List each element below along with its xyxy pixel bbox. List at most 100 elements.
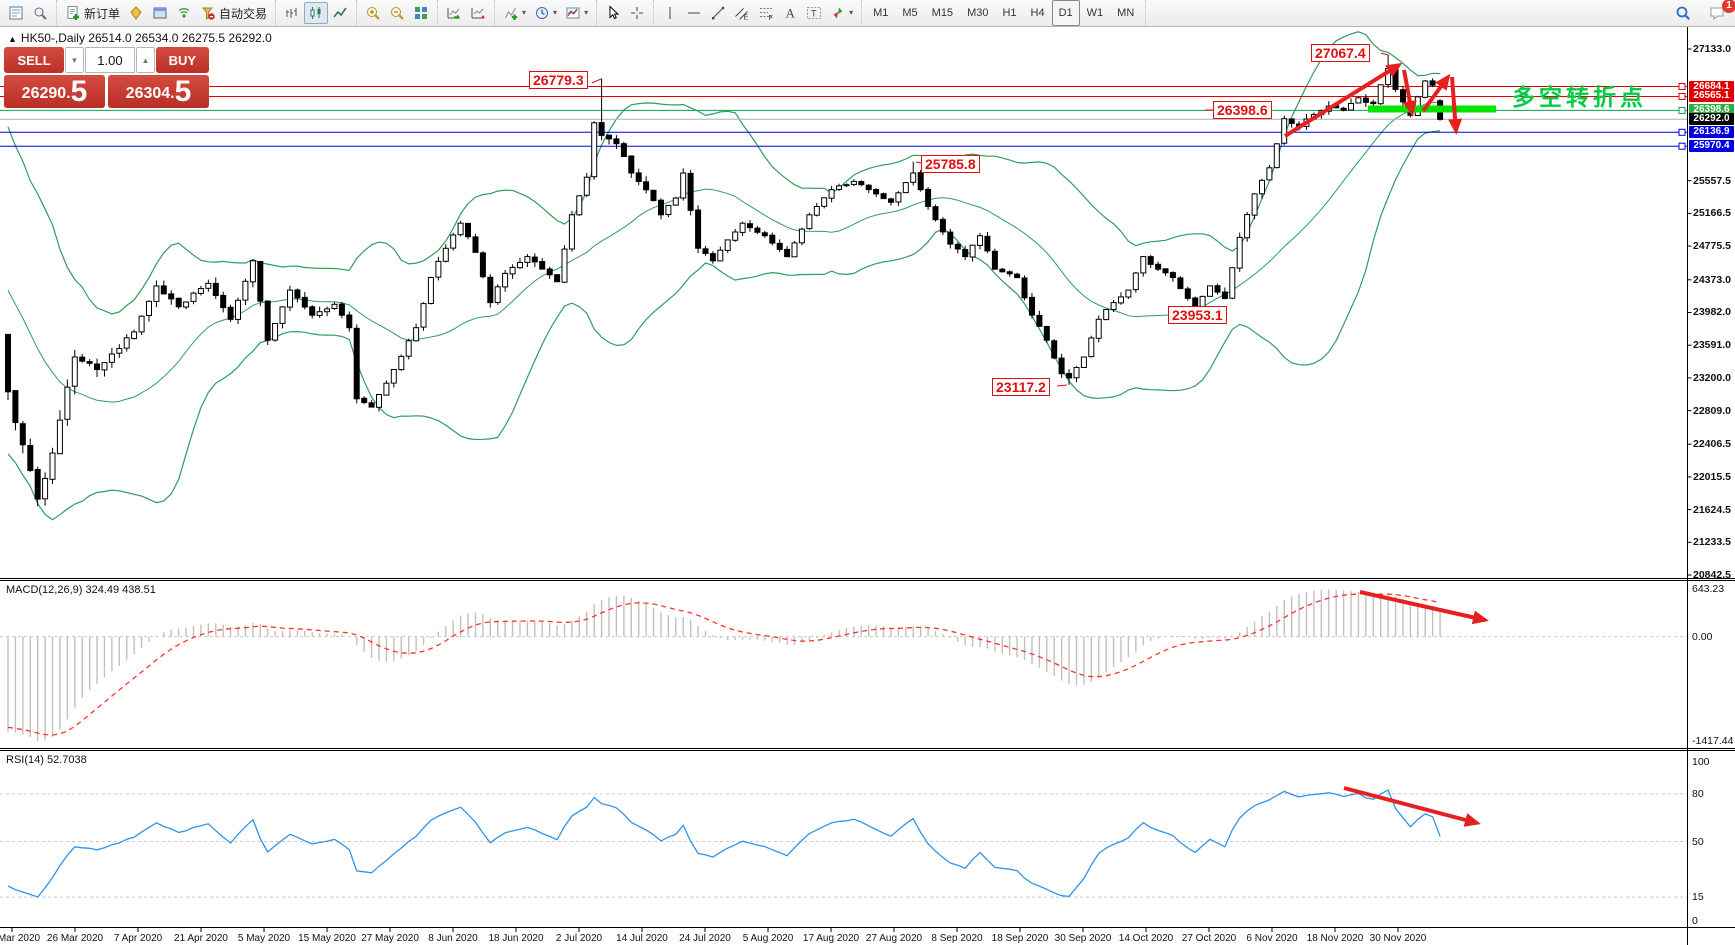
cursor-button[interactable] [601,2,625,24]
chart-title: ▲ HK50-,Daily 26514.0 26534.0 26275.5 262… [8,31,272,45]
date-axis-label: 26 Mar 2020 [46,933,104,944]
date-axis-label: 2 Jul 2020 [555,933,603,944]
text-label-icon: T [806,5,822,21]
periods-icon [534,5,550,21]
autotrading-button[interactable]: 自动交易 [196,2,271,24]
tile-windows-icon [413,5,429,21]
sell-price[interactable]: 26290. 5 [4,75,105,108]
sell-button[interactable]: SELL [4,47,65,73]
tf-M30-button[interactable]: M30 [960,0,995,26]
notifications-button[interactable]: 1 [1705,0,1735,24]
price-scale-tick: 24373.0 [1693,273,1731,286]
volume-input[interactable]: 1.00 [84,47,136,73]
periods-button[interactable]: ▾ [530,2,561,24]
metaeditor-button[interactable] [124,2,148,24]
price-scale-tick: 23591.0 [1693,339,1731,352]
trendline-button[interactable] [706,2,730,24]
date-axis-label: 8 Sep 2020 [931,933,983,944]
crosshair-button[interactable] [625,2,649,24]
market-watch-icon [8,5,24,21]
line-chart-icon [332,5,348,21]
text-button[interactable]: A [778,2,802,24]
date-axis-label: 5 May 2020 [237,933,291,944]
zoom-in-button[interactable] [361,2,385,24]
tf-H1-button[interactable]: H1 [995,0,1023,26]
indicators-dropdown-icon[interactable]: ▾ [522,8,527,17]
tf-M5-button[interactable]: M5 [895,0,924,26]
timeframe-label: M30 [967,7,989,19]
trend-down-arrow-1 [1402,69,1417,117]
zoom-out-button[interactable] [385,2,409,24]
timeframe-label: H4 [1030,7,1045,19]
rsi-scale-label: 0 [1692,915,1698,927]
svg-text:E: E [744,15,749,22]
equidistant-channel-button[interactable]: E [730,2,754,24]
search-button[interactable] [1671,2,1695,24]
toolbar-group: ▾ ▾ ▾ [495,0,598,26]
templates-dropdown-icon[interactable]: ▾ [584,8,589,17]
auto-scroll-button[interactable] [442,2,466,24]
collapse-icon[interactable]: ▲ [8,34,17,44]
toolbar: 新订单 自动交易 ▾ ▾ ▾ E F A T ▾ M1 M5 M15 M30 H1 H4 D1 W1 MN 1 [0,0,1735,27]
horizontal-line-button[interactable] [682,2,706,24]
toolbar-group: M1 M5 M15 M30 H1 H4 D1 W1 MN [862,0,1147,26]
indicators-icon [503,5,519,21]
candlestick-chart-button[interactable] [304,2,329,24]
tf-W1-button[interactable]: W1 [1080,0,1111,26]
tf-MN-button[interactable]: MN [1110,0,1141,26]
svg-text:A: A [786,6,796,21]
periods-dropdown-icon[interactable]: ▾ [553,8,558,17]
terminal-button[interactable] [148,2,172,24]
trendline-icon [710,5,726,21]
price-scale-tick: 27133.0 [1693,43,1731,55]
horizontal-line-icon [686,5,702,21]
indicators-button[interactable]: ▾ [499,2,530,24]
arrows-button[interactable]: ▾ [826,2,857,24]
fibonacci-button[interactable]: F [754,2,778,24]
metaeditor-icon [128,5,144,21]
tf-H4-button[interactable]: H4 [1024,0,1052,26]
market-watch-button[interactable] [4,2,28,24]
price-annotation: 25785.8 [921,155,980,173]
new-order-label: 新订单 [84,6,121,21]
price-scale-tick: 24775.5 [1693,240,1731,253]
text-label-button[interactable]: T [802,2,826,24]
new-order-button[interactable]: 新订单 [61,2,124,24]
price-annotation: 26779.3 [529,71,588,89]
price-scale-badge: 26136.9 [1689,126,1734,139]
data-window-button[interactable] [28,2,52,24]
symbol-period-label: HK50-,Daily [20,31,85,45]
date-axis-label: 14 Jul 2020 [616,933,668,944]
buy-button[interactable]: BUY [155,47,210,73]
price-scale-badge: 26565.1 [1689,90,1734,103]
tf-D1-button[interactable]: D1 [1051,0,1080,26]
date-axis-label: 24 Jul 2020 [679,933,731,944]
toolbar-group: 新订单 自动交易 [57,0,277,26]
autotrading-label: 自动交易 [219,6,268,21]
text-icon: A [782,5,798,21]
volume-decrease-button[interactable]: ▼ [65,47,84,73]
templates-button[interactable]: ▾ [561,2,592,24]
price-scale-tick: 22406.5 [1693,438,1731,451]
arrows-dropdown-icon[interactable]: ▾ [849,8,854,17]
tile-windows-button[interactable] [409,2,433,24]
timeframe-label: M15 [931,7,954,19]
volume-increase-button[interactable]: ▲ [136,47,155,73]
price-scale-tick: 25557.5 [1693,174,1731,187]
date-axis-label: 18 Jun 2020 [488,933,544,944]
signals-button[interactable] [172,2,196,24]
vertical-line-button[interactable] [658,2,682,24]
timeframe-label: MN [1117,7,1135,19]
tf-M1-button[interactable]: M1 [866,0,895,26]
price-annotation: 23117.2 [992,378,1050,396]
chart-shift-button[interactable] [466,2,490,24]
rsi-scale-label: 80 [1692,787,1704,800]
sell-price-big-digit: 5 [70,75,88,108]
tf-M15-button[interactable]: M15 [925,0,960,26]
rsi-scale-label: 100 [1692,756,1710,768]
bar-chart-button[interactable] [280,2,304,24]
timeframe-label: M1 [873,7,889,19]
buy-price[interactable]: 26304. 5 [108,75,209,108]
line-chart-button[interactable] [328,2,352,24]
